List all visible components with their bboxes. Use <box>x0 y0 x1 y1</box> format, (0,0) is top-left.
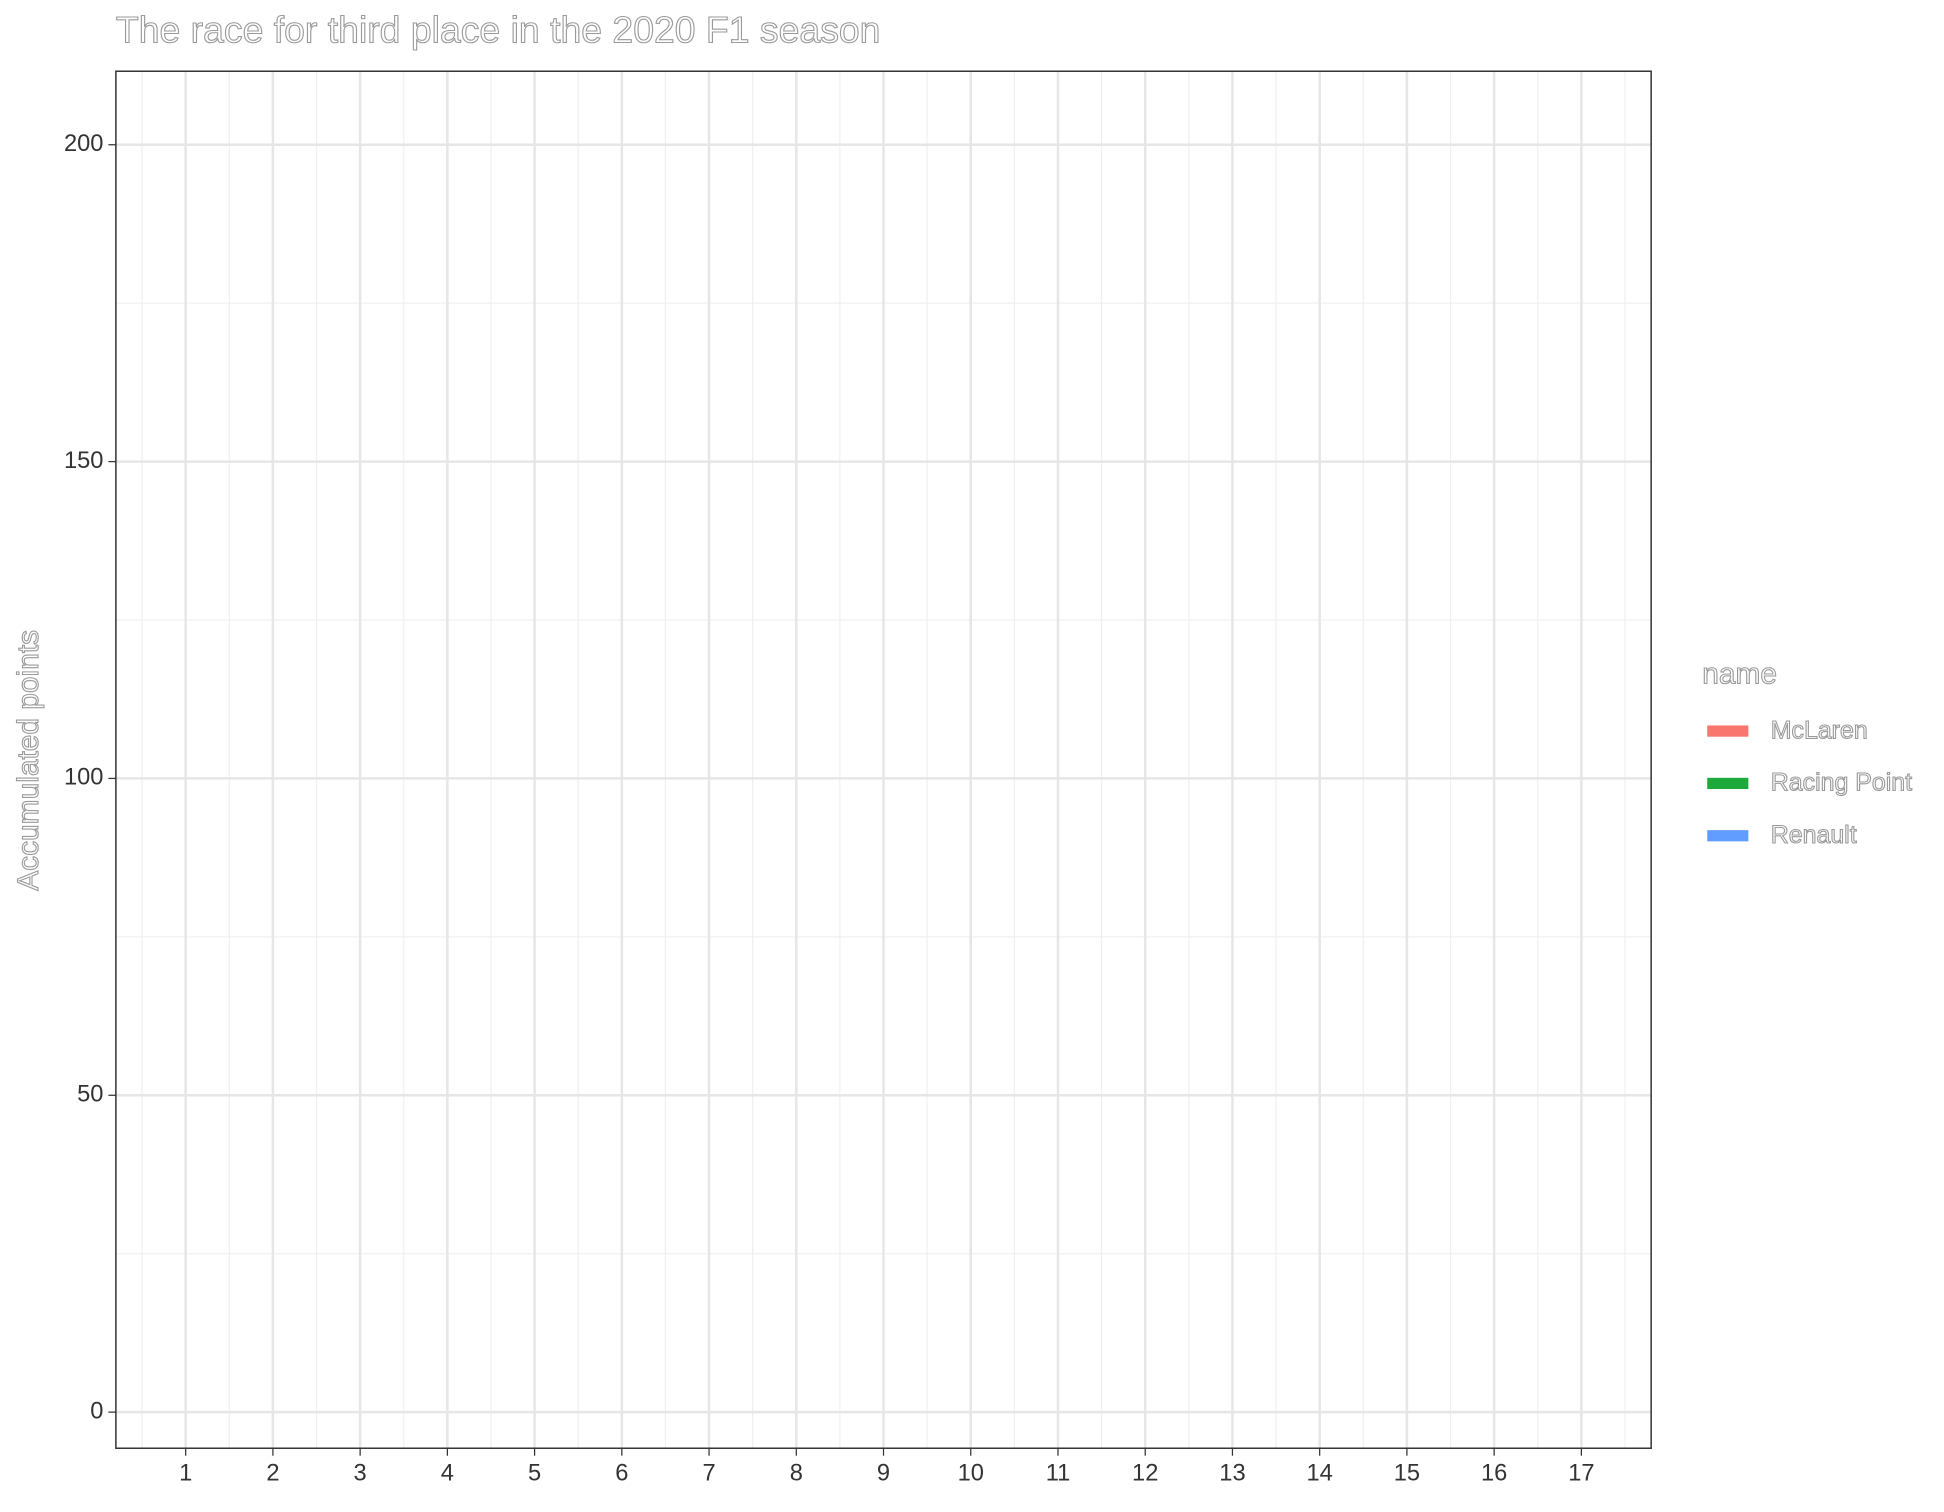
x-tick-label: 16 <box>1481 1461 1507 1487</box>
legend-key <box>1707 725 1749 737</box>
x-tick-label: 15 <box>1394 1461 1420 1487</box>
y-tick-label: 0 <box>90 1398 103 1424</box>
x-tick-label: 6 <box>615 1461 628 1487</box>
x-tick-label: 9 <box>877 1461 890 1487</box>
x-tick-label: 8 <box>790 1461 803 1487</box>
y-tick-label: 200 <box>64 131 103 157</box>
legend-title: name <box>1702 658 1777 691</box>
y-tick-label: 150 <box>64 448 103 474</box>
x-tick-label: 17 <box>1568 1461 1594 1487</box>
y-tick-label: 100 <box>64 765 103 791</box>
x-tick-label: 2 <box>266 1461 279 1487</box>
x-tick-label: 5 <box>528 1461 541 1487</box>
x-tick-label: 12 <box>1132 1461 1158 1487</box>
x-tick-label: 1 <box>179 1461 192 1487</box>
chart-title: The race for third place in the 2020 F1 … <box>116 8 881 50</box>
legend-label: Racing Point <box>1771 769 1912 797</box>
legend-key <box>1707 830 1749 842</box>
legend-label: Renault <box>1771 821 1857 849</box>
x-tick-label: 7 <box>702 1461 715 1487</box>
x-tick-label: 3 <box>354 1461 367 1487</box>
legend-label: McLaren <box>1771 716 1868 744</box>
x-tick-label: 4 <box>441 1461 454 1487</box>
x-tick-label: 13 <box>1219 1461 1245 1487</box>
x-tick-label: 10 <box>958 1461 984 1487</box>
x-tick-label: 11 <box>1046 1461 1071 1487</box>
panel-border <box>115 70 1652 1449</box>
legend-key <box>1707 777 1749 790</box>
y-axis-label: Accumulated points <box>12 630 45 891</box>
y-tick-label: 50 <box>77 1082 103 1108</box>
x-tick-label: 14 <box>1307 1461 1333 1487</box>
